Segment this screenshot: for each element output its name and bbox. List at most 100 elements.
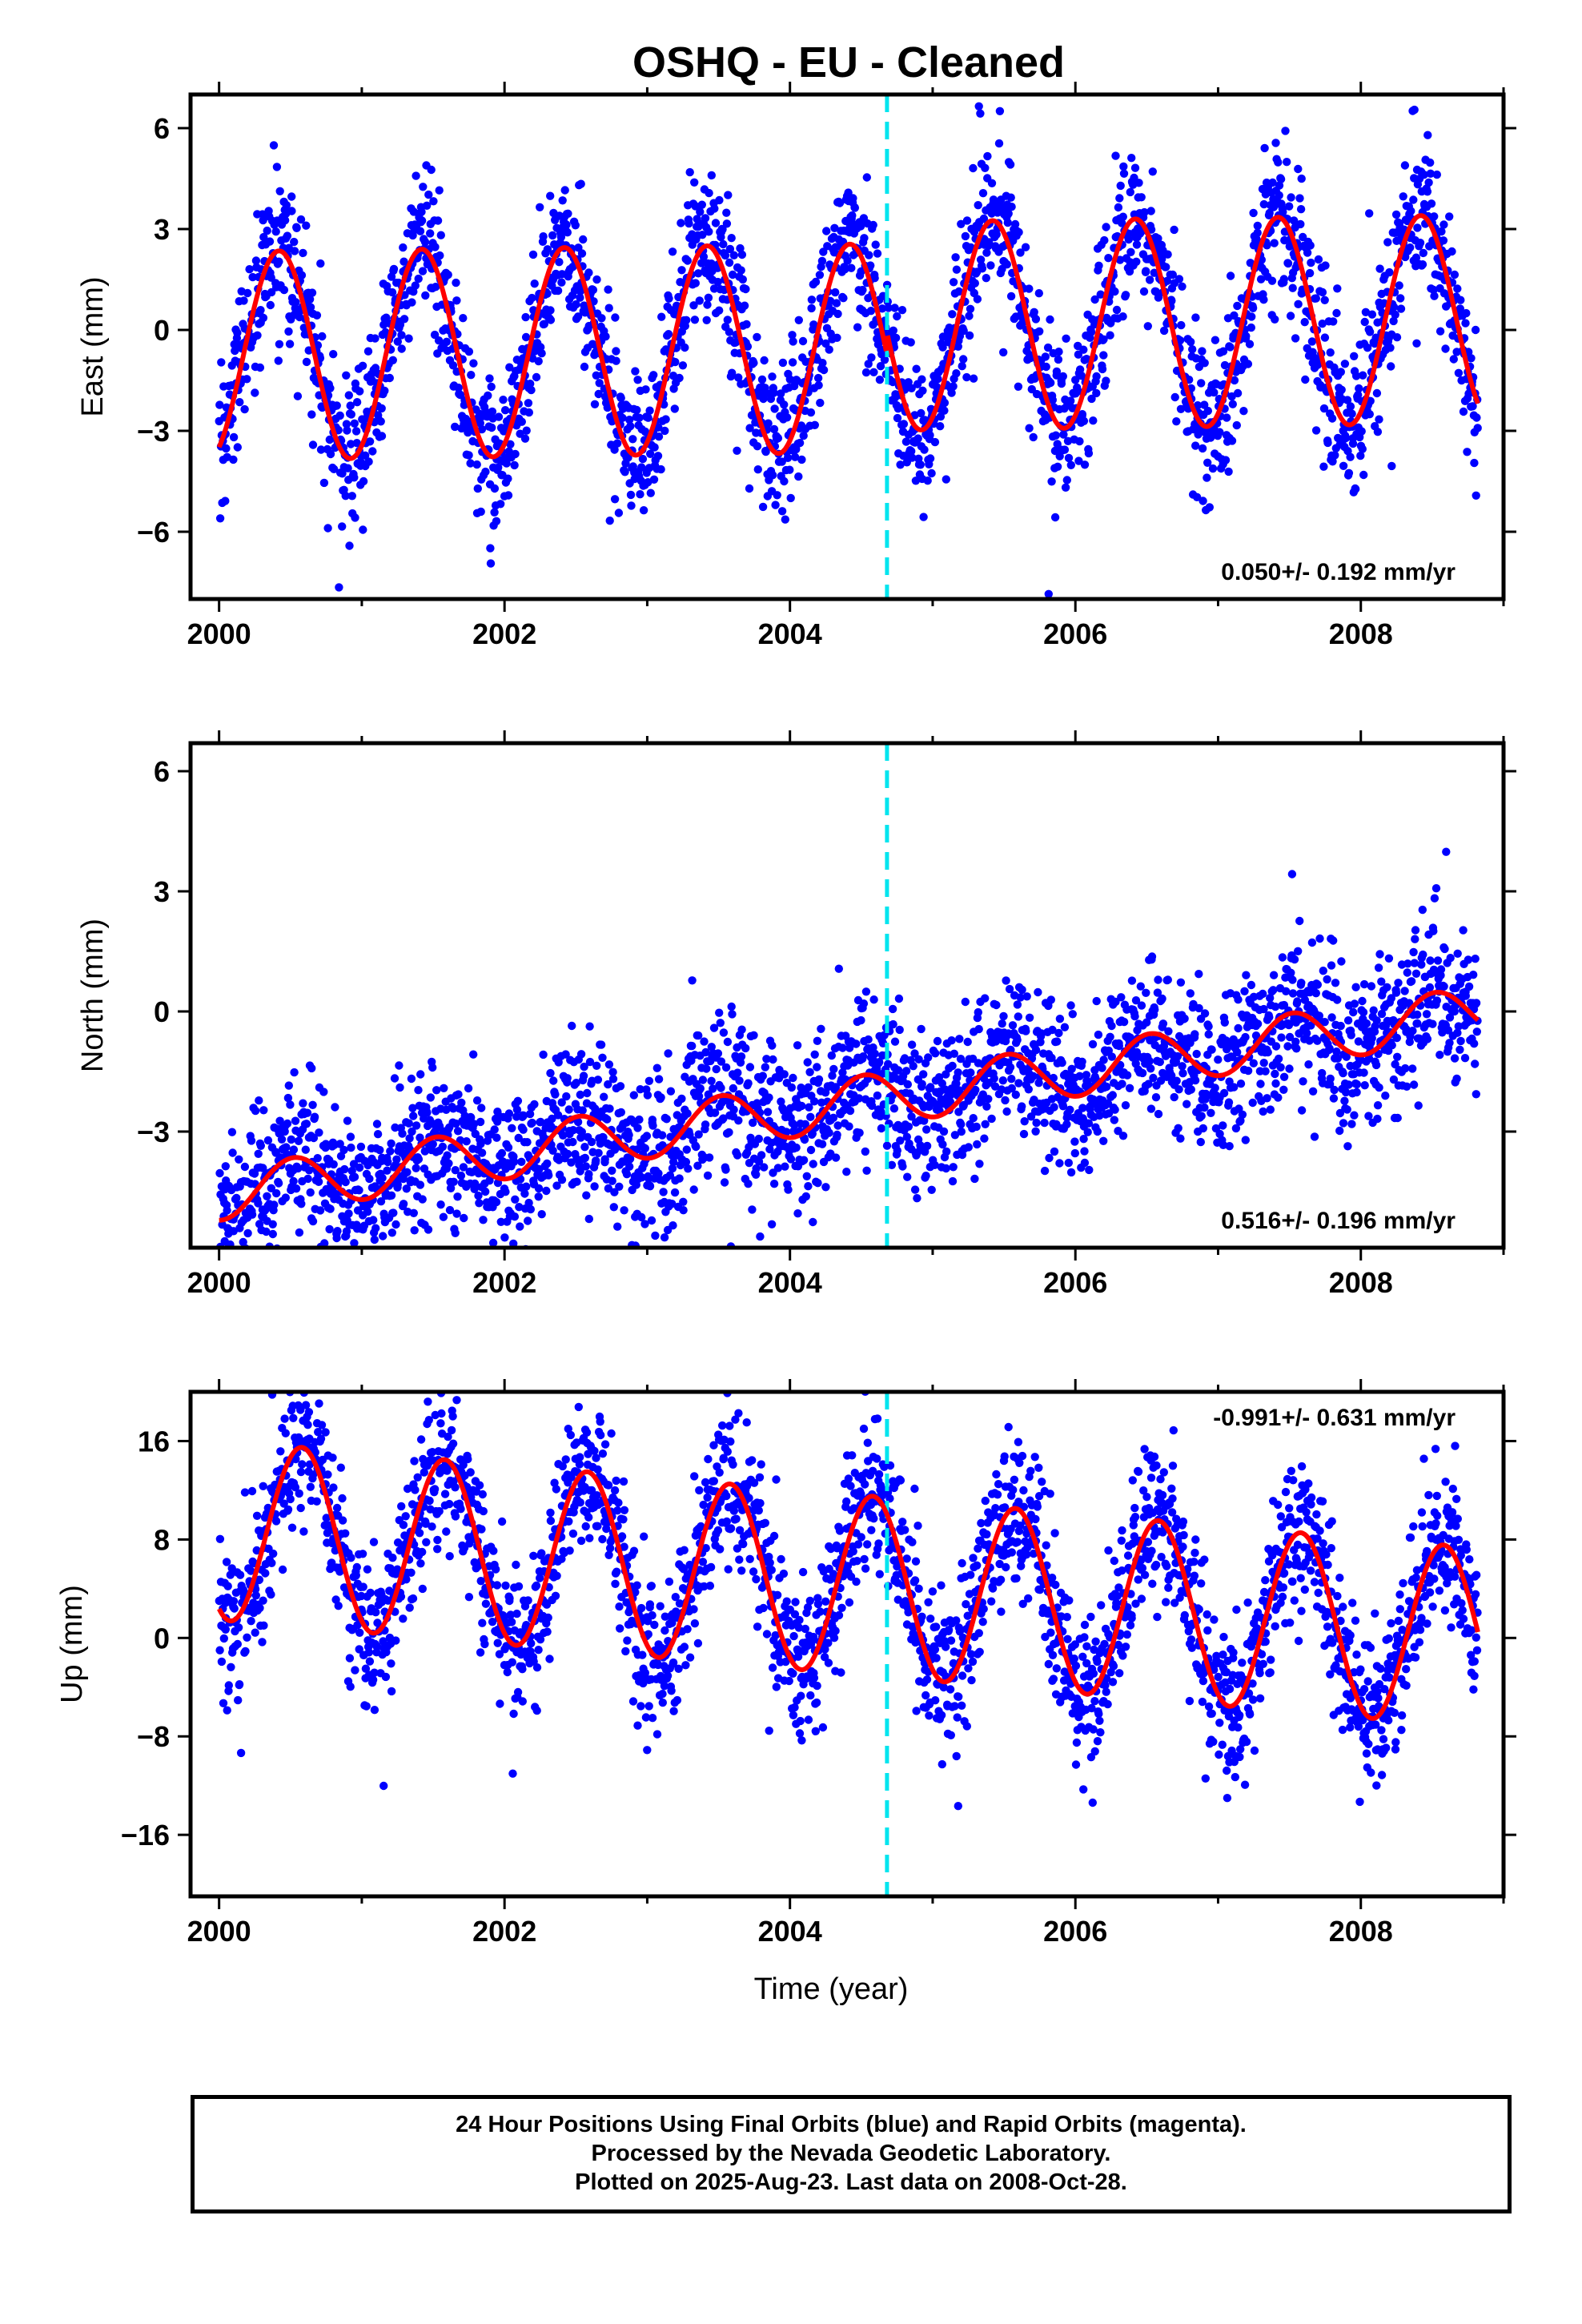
- data-point: [973, 295, 982, 304]
- data-point: [936, 422, 945, 431]
- data-point: [675, 373, 684, 383]
- data-point: [903, 1080, 913, 1089]
- data-point: [767, 1220, 777, 1229]
- data-point: [426, 229, 435, 238]
- data-point: [1163, 250, 1172, 259]
- data-point: [344, 391, 353, 400]
- data-point: [1191, 1030, 1199, 1039]
- data-point: [1094, 261, 1103, 270]
- data-point: [307, 288, 317, 297]
- data-point: [517, 1157, 526, 1167]
- data-point: [1301, 375, 1310, 384]
- data-point: [1007, 203, 1016, 211]
- data-point: [248, 272, 257, 282]
- data-point: [1230, 311, 1239, 320]
- data-point: [548, 1146, 557, 1156]
- data-point: [981, 163, 990, 172]
- figure-title: OSHQ - EU - Cleaned: [632, 38, 1065, 86]
- data-point: [1354, 391, 1363, 400]
- data-point: [743, 342, 753, 351]
- data-point: [477, 424, 487, 434]
- data-point: [233, 1250, 241, 1258]
- data-point: [709, 1023, 719, 1032]
- data-point: [1134, 179, 1143, 187]
- data-point: [1047, 1053, 1056, 1063]
- data-point: [865, 251, 873, 259]
- data-point: [1199, 497, 1207, 505]
- data-point: [893, 1146, 902, 1155]
- data-point: [408, 298, 416, 307]
- data-point: [490, 484, 500, 493]
- data-point: [1288, 283, 1297, 292]
- data-point: [251, 388, 259, 397]
- data-point: [1263, 1047, 1272, 1057]
- data-point: [229, 432, 239, 442]
- data-point: [1136, 982, 1146, 991]
- data-point: [1215, 1129, 1224, 1139]
- data-point: [1059, 430, 1068, 439]
- data-point: [635, 1115, 644, 1124]
- data-point: [383, 1166, 391, 1175]
- data-point: [559, 1131, 568, 1140]
- data-point: [907, 1040, 917, 1049]
- data-point: [1256, 1080, 1265, 1088]
- data-point: [277, 1135, 287, 1144]
- data-point: [526, 380, 535, 388]
- data-point: [793, 1209, 802, 1218]
- data-point: [431, 243, 440, 251]
- data-point: [973, 1140, 982, 1149]
- data-point: [809, 1160, 817, 1168]
- y-tick-label: 0: [154, 314, 170, 347]
- data-point: [494, 412, 504, 421]
- data-point: [1337, 957, 1346, 966]
- data-point: [1399, 192, 1407, 201]
- data-point: [492, 1197, 501, 1207]
- data-point: [656, 1093, 665, 1102]
- data-point: [745, 1063, 755, 1072]
- data-point: [389, 1208, 398, 1217]
- data-point: [1142, 267, 1150, 275]
- data-point: [396, 320, 405, 329]
- data-point: [1099, 335, 1108, 344]
- data-point: [643, 1091, 652, 1100]
- data-point: [568, 1021, 576, 1031]
- data-point: [488, 1238, 498, 1248]
- data-point: [1275, 191, 1283, 200]
- data-point: [423, 201, 432, 210]
- data-point: [1026, 353, 1035, 363]
- data-point: [433, 216, 443, 225]
- data-point: [341, 492, 350, 501]
- data-point: [477, 1104, 486, 1112]
- data-point: [809, 1097, 819, 1106]
- data-point: [640, 1220, 649, 1228]
- data-point: [1320, 296, 1329, 304]
- data-point: [436, 231, 445, 239]
- data-point: [564, 1105, 573, 1114]
- data-point: [733, 446, 741, 455]
- data-point: [990, 1074, 998, 1083]
- data-point: [656, 464, 665, 474]
- data-point: [259, 232, 268, 242]
- data-point: [1050, 513, 1060, 522]
- data-point: [376, 417, 385, 426]
- data-point: [573, 312, 583, 321]
- data-point: [505, 363, 514, 372]
- data-point: [1305, 268, 1315, 278]
- data-point: [350, 1252, 358, 1261]
- data-point: [1022, 1027, 1030, 1035]
- data-point: [843, 256, 852, 265]
- data-point: [998, 1076, 1008, 1085]
- data-point: [1159, 326, 1169, 336]
- data-point: [540, 320, 548, 328]
- data-point: [561, 1050, 570, 1059]
- data-point: [1253, 228, 1262, 237]
- data-point: [236, 1255, 244, 1263]
- data-point: [647, 1216, 656, 1225]
- data-point: [411, 1256, 419, 1264]
- data-point: [553, 1111, 563, 1120]
- data-point: [452, 1119, 460, 1128]
- data-point: [524, 408, 533, 417]
- data-point: [1447, 247, 1456, 256]
- data-point: [404, 334, 413, 343]
